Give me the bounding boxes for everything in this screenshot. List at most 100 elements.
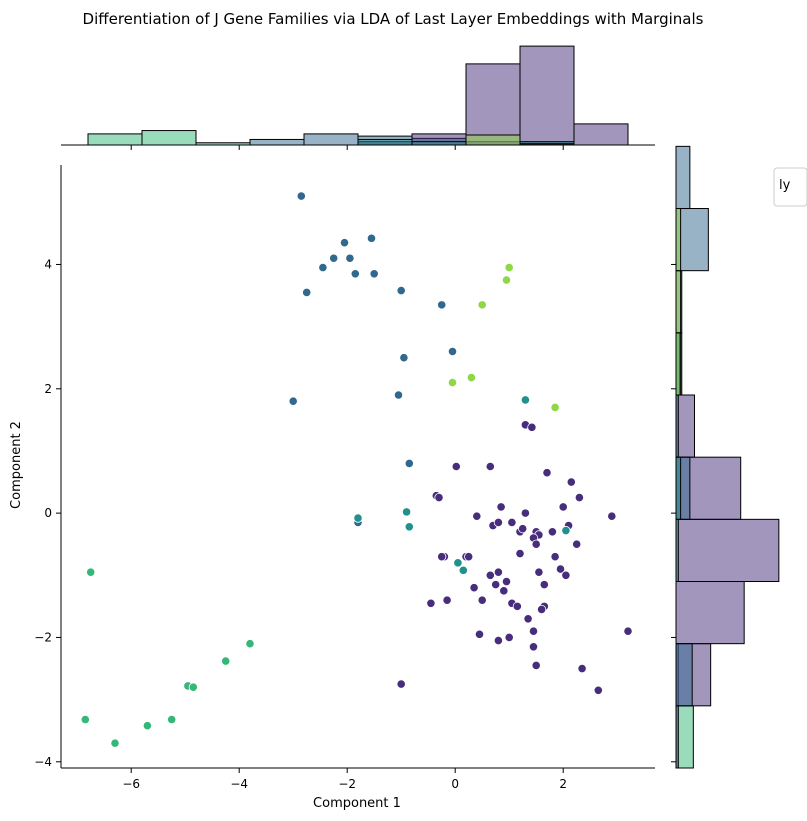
scatter-point <box>528 626 539 636</box>
scatter-point <box>577 663 587 674</box>
scatter-point <box>86 567 96 577</box>
top-marginal-bar <box>195 142 251 146</box>
scatter-point <box>339 238 350 248</box>
top-marginal-bar <box>249 138 305 146</box>
scatter-point <box>167 714 177 725</box>
scatter-point <box>485 570 495 580</box>
scatter-point <box>499 586 509 596</box>
scatter-point <box>491 580 501 590</box>
right-marginal-bar <box>675 208 682 272</box>
scatter-point <box>512 601 522 611</box>
scatter-point <box>547 527 558 537</box>
scatter-point <box>531 660 541 671</box>
scatter-point <box>469 583 479 593</box>
right-marginal-histogram <box>671 145 780 769</box>
scatter-point <box>472 511 482 521</box>
right-marginal-bar <box>675 456 682 520</box>
y-axis-label: Component 2 <box>9 421 24 509</box>
right-marginal-bar <box>675 332 682 396</box>
scatter-point <box>542 468 552 478</box>
scatter-point <box>345 253 355 263</box>
top-marginal-bar <box>465 63 521 146</box>
right-marginal-bar <box>675 394 679 458</box>
x-tick-label: −4 <box>230 777 248 791</box>
scatter-point <box>393 390 404 400</box>
scatter-points <box>80 191 633 748</box>
scatter-point <box>536 604 547 615</box>
scatter-point <box>350 269 360 279</box>
top-marginal-bar <box>411 141 467 146</box>
scatter-point <box>539 580 549 590</box>
right-marginal-bar <box>675 705 679 769</box>
scatter-point <box>366 233 377 243</box>
scatter-point <box>404 522 414 532</box>
scatter-point <box>437 300 447 310</box>
scatter-point <box>477 595 487 605</box>
scatter-point <box>623 626 633 636</box>
top-marginal-bar <box>303 133 359 146</box>
scatter-point <box>110 738 120 748</box>
right-marginal-bar <box>675 643 693 707</box>
scatter-point <box>550 552 560 562</box>
scatter-point <box>80 714 90 725</box>
scatter-point <box>493 567 503 577</box>
y-tick-label: 2 <box>44 382 52 396</box>
top-marginal-histogram <box>61 45 655 150</box>
top-marginal-bar <box>141 130 197 146</box>
x-tick-label: 2 <box>559 777 567 791</box>
scatter-point <box>142 721 152 731</box>
scatter-point <box>396 679 406 689</box>
scatter-point <box>447 346 458 357</box>
scatter-point <box>485 461 495 472</box>
scatter-point <box>474 629 485 639</box>
scatter-point <box>302 287 312 298</box>
scatter-point <box>464 552 474 562</box>
scatter-point <box>404 458 414 468</box>
scatter-point <box>507 517 517 528</box>
scatter-point <box>477 300 487 310</box>
scatter-point <box>426 598 436 608</box>
right-marginal-bar <box>675 581 745 645</box>
chart-title: Differentiation of J Gene Families via L… <box>83 10 704 28</box>
right-marginal-bar <box>675 145 691 210</box>
top-marginal-bar <box>87 133 143 146</box>
scatter-point <box>451 461 461 472</box>
scatter-point <box>318 262 328 273</box>
x-tick-label: 0 <box>451 777 459 791</box>
scatter-point <box>401 507 412 517</box>
scatter-point <box>434 492 444 503</box>
scatter-point <box>561 570 571 580</box>
top-marginal-bar <box>573 123 629 146</box>
scatter-point <box>188 682 198 692</box>
top-marginal-bar <box>519 45 575 146</box>
scatter-point <box>353 513 363 523</box>
right-marginal-bar <box>675 518 780 583</box>
scatter-point <box>399 353 409 363</box>
scatter-point <box>593 685 603 695</box>
scatter-point <box>566 477 576 487</box>
scatter-point <box>288 396 298 406</box>
scatter-point <box>520 508 531 518</box>
scatter-point <box>518 524 528 534</box>
scatter-point <box>496 502 506 512</box>
y-tick-label: 4 <box>44 257 52 271</box>
x-tick-label: −2 <box>338 777 356 791</box>
right-marginal-bar <box>675 518 679 583</box>
scatter-point <box>528 642 539 652</box>
top-marginal-bar <box>357 138 413 146</box>
scatter-point <box>296 191 306 201</box>
top-marginal-bar <box>465 134 521 146</box>
scatter-point <box>369 269 379 279</box>
scatter-point <box>561 525 571 536</box>
y-tick-label: 0 <box>44 506 52 520</box>
scatter-point <box>504 262 514 273</box>
scatter-point <box>245 639 255 649</box>
scatter-point <box>527 422 537 432</box>
scatter-point <box>520 395 531 405</box>
scatter-point <box>396 285 406 296</box>
scatter-point <box>531 539 541 549</box>
legend-box: ly <box>773 167 807 207</box>
scatter-point <box>329 253 339 263</box>
scatter-point <box>504 632 514 643</box>
scatter-point <box>442 595 452 605</box>
